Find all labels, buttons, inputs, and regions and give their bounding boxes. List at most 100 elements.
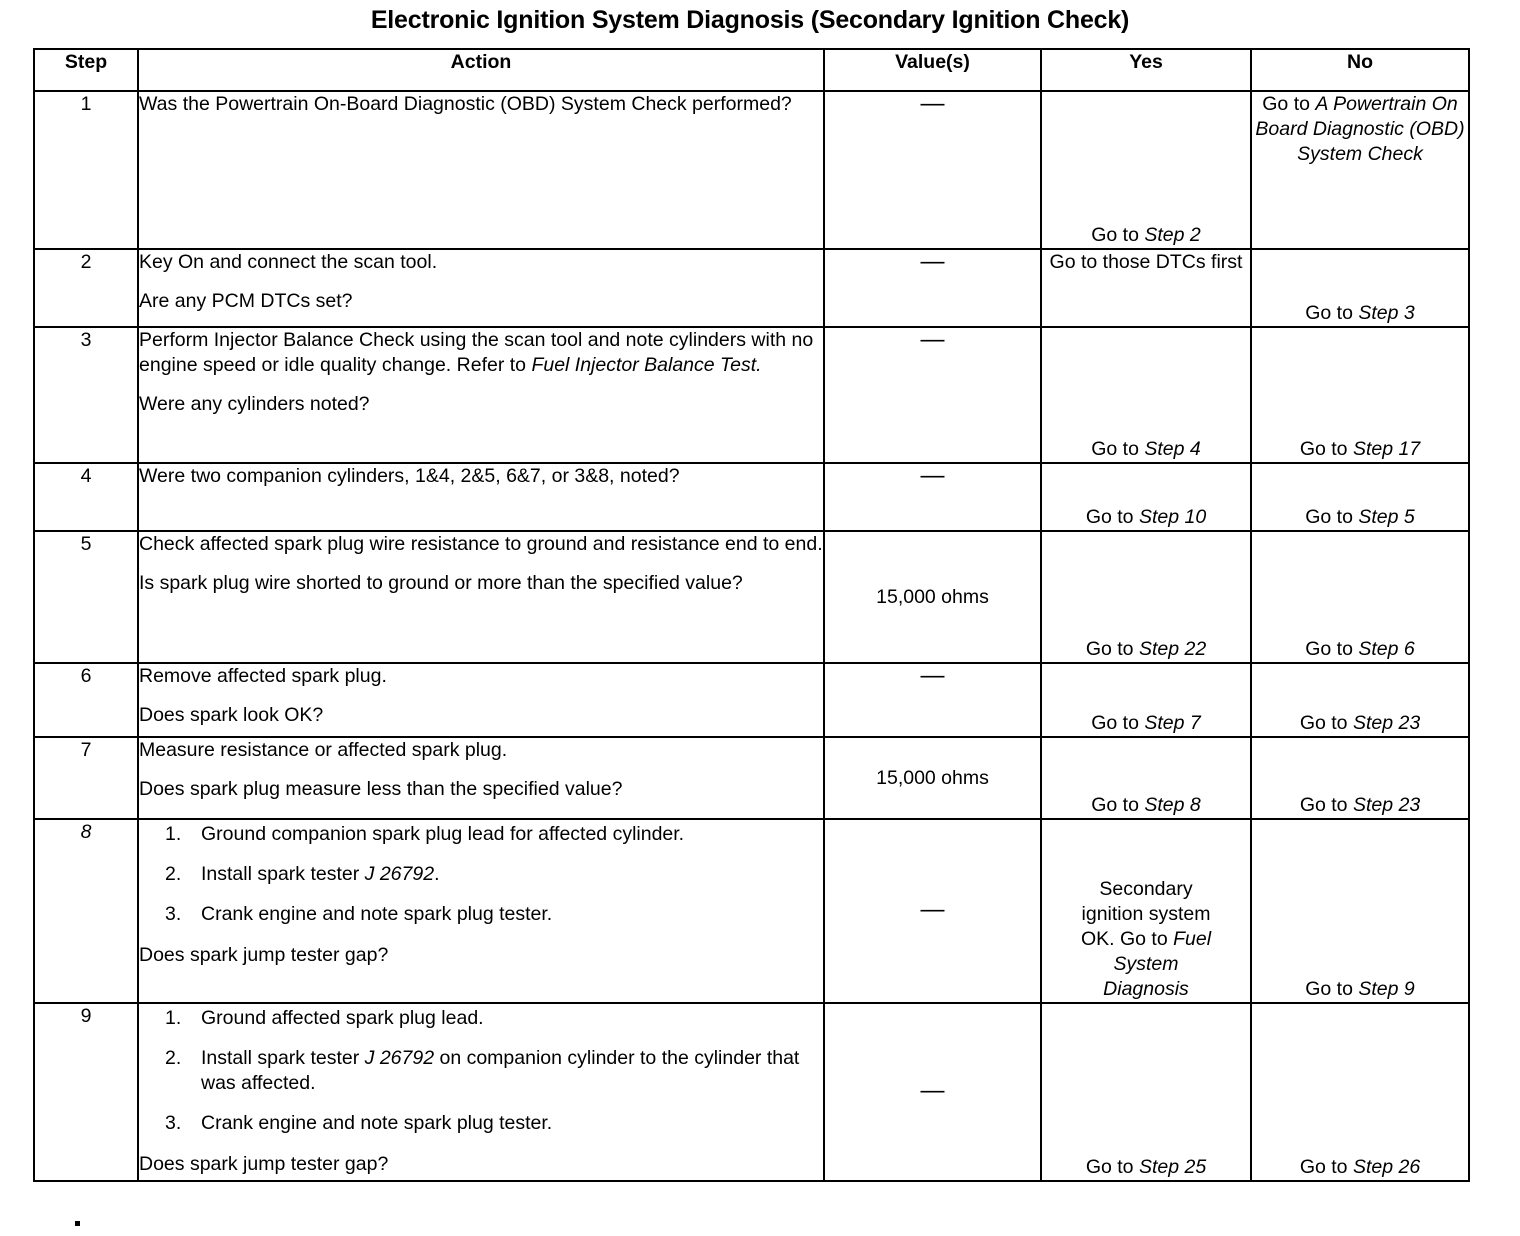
list-item: Crank engine and note spark plug tester. [165,1111,553,1136]
no-prefix: Go to [1299,438,1353,461]
yes-cell: Go to Step 4 [1040,326,1252,464]
value-cell: — [823,462,1042,532]
yes-line-3: OK. Go to Fuel [1042,927,1250,952]
table-row: 6 Remove affected spark plug. Does spark… [33,662,1470,738]
list-item-post: on companion cylinder to the cylinder th… [201,1046,800,1094]
action-cell: Check affected spark plug wire resistanc… [137,530,825,664]
no-reference: Step 6 [1358,638,1415,661]
table-row: 7 Measure resistance or affected spark p… [33,736,1470,820]
yes-prefix: Go to [1091,794,1145,817]
no-cell: Go to Step 3 [1250,248,1470,328]
no-prefix: Go to [1299,712,1353,735]
no-prefix: Go to [1305,506,1359,529]
no-reference: Step 3 [1358,302,1415,325]
yes-reference: Step 4 [1144,438,1201,461]
action-step-list: Ground companion spark plug lead for aff… [139,822,823,927]
yes-cell: Go to Step 25 [1040,1002,1252,1182]
list-item: Ground affected spark plug lead. [165,1006,484,1031]
value-text: — [920,662,945,689]
value-text: — [920,1077,945,1105]
yes-text: Go to those DTCs first [1049,251,1243,273]
yes-prefix: Go to [1091,224,1145,247]
no-reference: Step 26 [1352,1156,1421,1179]
column-header-no: No [1250,48,1470,92]
yes-reference: Step 22 [1138,638,1207,661]
step-number: 5 [33,530,139,664]
table-row: 3 Perform Injector Balance Check using t… [33,326,1470,464]
yes-cell: Go to Step 22 [1040,530,1252,664]
action-instruction: Check affected spark plug wire resistanc… [139,533,823,555]
step-number: 9 [33,1002,139,1182]
action-question: Does spark plug measure less than the sp… [139,777,623,800]
yes-prefix: Go to [1085,638,1139,661]
yes-line-3-text: OK. Go to [1080,928,1174,951]
action-question: Were any cylinders noted? [139,392,370,415]
yes-prefix: Go to [1085,506,1139,529]
yes-prefix: Go to [1091,712,1145,735]
yes-cell: Secondary ignition system OK. Go to Fuel… [1040,818,1252,1004]
yes-cell: Go to Step 8 [1040,736,1252,820]
list-item-pre: Install spark tester [201,862,365,885]
action-question: Does spark jump tester gap? [139,1152,389,1175]
no-cell: Go to Step 6 [1250,530,1470,664]
value-text: 15,000 ohms [876,585,989,608]
action-cell: Key On and connect the scan tool. Are an… [137,248,825,328]
value-cell: — [823,662,1042,738]
value-cell: — [823,1002,1042,1182]
no-prefix: Go to [1305,978,1359,1001]
list-item: Ground companion spark plug lead for aff… [165,822,685,847]
action-instruction: Measure resistance or affected spark plu… [139,739,508,761]
action-cell: Were two companion cylinders, 1&4, 2&5, … [137,462,825,532]
column-header-action: Action [137,48,825,92]
no-cell: Go to Step 23 [1250,662,1470,738]
yes-cell: Go to Step 7 [1040,662,1252,738]
value-cell: 15,000 ohms [823,736,1042,820]
step-number: 7 [33,736,139,820]
yes-reference: Step 8 [1144,794,1201,817]
no-cell: Go to Step 5 [1250,462,1470,532]
value-cell: — [823,90,1042,250]
action-instruction: Perform Injector Balance Check using the… [139,328,823,378]
action-cell: Remove affected spark plug. Does spark l… [137,662,825,738]
value-text: — [920,248,945,275]
yes-prefix: Go to [1091,438,1145,461]
value-text: — [920,896,945,924]
yes-cell: Go to Step 2 [1040,90,1252,250]
yes-reference: Step 10 [1138,506,1207,529]
yes-reference: Step 7 [1144,712,1201,735]
value-text: — [920,326,945,353]
yes-reference-part-3: Diagnosis [1103,978,1189,1001]
value-cell: — [823,818,1042,1004]
action-cell: Measure resistance or affected spark plu… [137,736,825,820]
yes-line-1: Secondary [1099,878,1193,901]
no-prefix: Go to [1305,638,1359,661]
action-question: Was the Powertrain On-Board Diagnostic (… [139,93,792,115]
no-cell: Go to Step 17 [1250,326,1470,464]
yes-line-2: ignition system [1081,903,1211,926]
list-item-pre: Install spark tester [201,1046,365,1069]
no-reference: A Powertrain On Board Diagnostic (OBD) S… [1255,93,1465,165]
no-prefix: Go to [1262,93,1316,115]
column-header-step: Step [33,48,139,92]
step-number: 1 [33,90,139,250]
action-question: Is spark plug wire shorted to ground or … [139,571,743,594]
tool-reference: J 26792 [364,1046,435,1069]
action-instruction: Remove affected spark plug. [139,665,387,687]
no-reference: Step 17 [1352,438,1421,461]
diagnosis-table: Step Action Value(s) Yes No 1 Was the Po… [33,48,1470,1182]
column-header-values: Value(s) [823,48,1042,92]
value-cell: 15,000 ohms [823,530,1042,664]
yes-reference: Step 25 [1138,1156,1207,1179]
action-cell: Ground affected spark plug lead. Install… [137,1002,825,1182]
list-item: Install spark tester J 26792. [165,862,823,887]
list-item-post: . [434,862,440,885]
no-cell: Go to Step 26 [1250,1002,1470,1182]
value-cell: — [823,248,1042,328]
action-cell: Perform Injector Balance Check using the… [137,326,825,464]
action-question: Are any PCM DTCs set? [139,289,353,312]
step-number: 6 [33,662,139,738]
no-cell: Go to A Powertrain On Board Diagnostic (… [1250,90,1470,250]
no-reference: Step 5 [1358,506,1415,529]
no-prefix: Go to [1305,302,1359,325]
